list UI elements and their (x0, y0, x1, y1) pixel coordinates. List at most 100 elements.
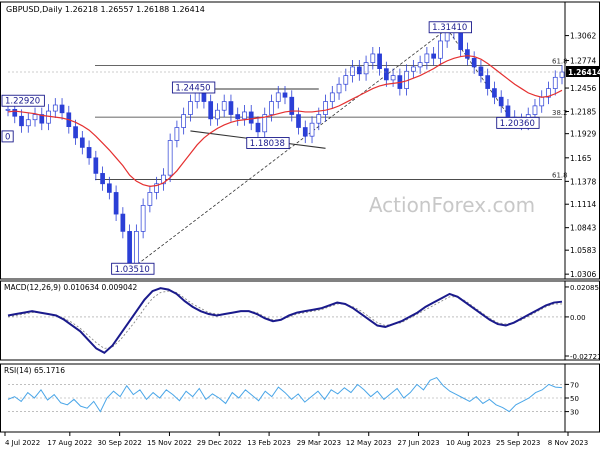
rsi-label: RSI(14) 65.1716 (4, 366, 65, 375)
annotation-box (496, 116, 540, 129)
candle-body (478, 66, 484, 76)
fib-label: 61.8 (552, 171, 568, 179)
candle-body (32, 114, 38, 121)
y-tick-label: 1.1114 (570, 200, 596, 209)
annotation-text: 0 (5, 132, 10, 142)
last-price-text: 1.26414 (568, 68, 600, 77)
candle-body (208, 101, 214, 120)
annotation-text: 1.22920 (5, 97, 40, 107)
x-tick-label: 13 Feb 2023 (247, 439, 291, 447)
candle-body (370, 53, 376, 63)
candle-body (532, 105, 538, 115)
price-panel: 1.31410 1.24450 1.18038 1.20360 1.03510 1.229… (1, 21, 568, 275)
y-tick-label: 1.1378 (570, 177, 596, 186)
candle-body (262, 114, 268, 133)
x-tick-label: 10 Aug 2023 (446, 439, 491, 447)
candle-body (46, 110, 51, 124)
candle-body (458, 31, 464, 50)
candle-body (471, 57, 477, 68)
y-tick-label: 1.165 (570, 154, 592, 163)
candle-body (356, 66, 362, 75)
candle-body (79, 137, 85, 148)
candle-body (552, 76, 558, 89)
candle-body (343, 75, 349, 85)
panel-frame-main (0, 1, 600, 280)
candle-body (289, 96, 295, 115)
x-tick-label: 27 Jun 2023 (397, 439, 439, 447)
candle-body (120, 213, 126, 232)
candle-body (255, 122, 261, 133)
price-annotation: 0 (1, 130, 14, 142)
candle-body (93, 157, 99, 174)
candle-body (73, 126, 78, 139)
candle-body (25, 119, 31, 127)
rsi-panel (7, 376, 565, 413)
y-tick-label: 1.0583 (570, 246, 596, 255)
candle-body (154, 183, 159, 193)
candle-body (323, 101, 328, 115)
annotation-text: 1.20360 (500, 119, 535, 129)
macd-line (7, 287, 563, 355)
candle-body (417, 62, 423, 68)
candle-body (329, 92, 335, 102)
y-tick-label: 1.3062 (570, 32, 596, 41)
price-annotation: 1.22920 (1, 94, 45, 107)
x-tick-label: 15 Nov 2022 (147, 439, 192, 447)
candle-body (134, 231, 139, 269)
candle-body (127, 231, 132, 269)
candle-body (350, 66, 355, 76)
candle-body (336, 83, 342, 94)
trend-line (446, 28, 516, 125)
candle-body (140, 205, 146, 232)
x-tick-label: 25 Sep 2023 (496, 439, 540, 447)
price-annotation: 1.18038 (246, 137, 290, 149)
moving-average-line (7, 55, 563, 187)
candle-body (505, 105, 511, 118)
annotation-box (111, 262, 155, 275)
last-price-tag: 1.26414 (566, 65, 600, 77)
labels: GBPUSD,Daily 1.26218 1.26557 1.26188 1.2… (4, 5, 205, 375)
candle-body (161, 174, 166, 185)
candle-body (498, 96, 504, 107)
annotation-box (246, 137, 290, 149)
rsi-line (7, 376, 563, 413)
candle-body (309, 122, 315, 137)
candle-body (438, 40, 443, 59)
annotation-box (1, 94, 45, 107)
fib-label: 61.8 (552, 58, 568, 66)
y-tick-label: 1.0306 (570, 270, 596, 279)
candle-body (242, 111, 247, 120)
macd-tick-label: 0.00 (570, 314, 586, 322)
candle-body (546, 88, 551, 98)
last-price-box (566, 65, 599, 77)
candle-body (302, 127, 308, 137)
y-tick-label: 1.0843 (570, 224, 596, 233)
trend-line (129, 28, 448, 271)
candle-body (181, 114, 187, 128)
x-tick-label: 8 Nov 2023 (548, 439, 588, 447)
candle-body (424, 53, 430, 63)
candle-body (19, 115, 24, 127)
rsi-tick-label: 30 (570, 409, 579, 417)
y-tick-label: 1.1929 (570, 130, 596, 139)
fib-label: 38.2 (552, 109, 568, 117)
x-tick-label: 29 Dec 2022 (197, 439, 242, 447)
candle-body (539, 96, 545, 107)
candle-body (248, 111, 254, 124)
candle-body (39, 114, 45, 124)
price-annotation: 1.24450 (171, 81, 216, 93)
annotation-text: 1.24450 (175, 83, 210, 93)
candle-body (188, 101, 193, 115)
candle-body (174, 127, 180, 141)
candle-body (59, 104, 65, 114)
annotation-text: 1.18038 (250, 139, 285, 149)
x-tick-label: 12 May 2023 (346, 439, 392, 447)
price-annotation: 1.20360 (496, 116, 540, 129)
candle-body (52, 104, 58, 112)
x-tick-label: 17 Aug 2022 (47, 439, 92, 447)
macd-panel (7, 287, 565, 355)
candle-body (411, 66, 416, 72)
candle-body (390, 75, 396, 81)
